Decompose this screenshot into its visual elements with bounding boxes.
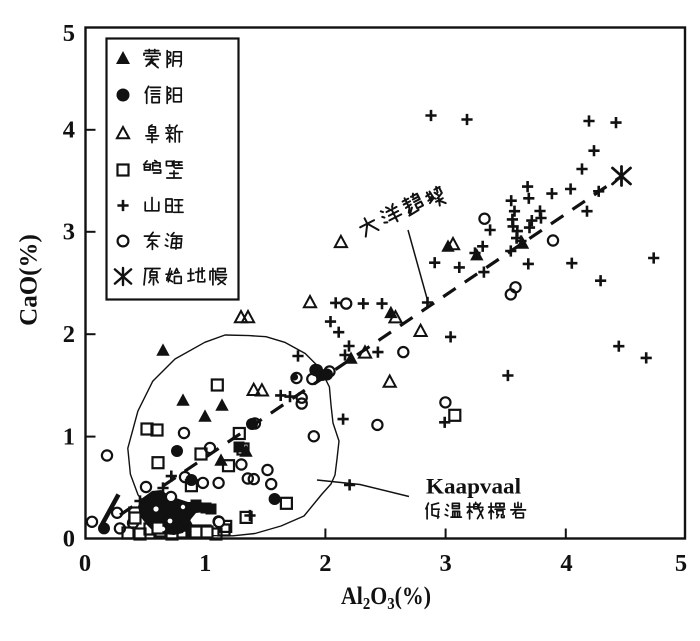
svg-text:3: 3 — [439, 550, 451, 577]
svg-text:5: 5 — [675, 550, 687, 577]
svg-text:0: 0 — [79, 550, 91, 577]
svg-text:Kaapvaal: Kaapvaal — [426, 474, 521, 499]
svg-text:3: 3 — [63, 219, 75, 246]
svg-text:4: 4 — [560, 550, 572, 577]
svg-text:1: 1 — [199, 550, 211, 577]
svg-text:0: 0 — [63, 526, 75, 553]
svg-text:4: 4 — [63, 117, 75, 144]
svg-text:5: 5 — [63, 20, 75, 47]
svg-text:Al2O3(%): Al2O3(%) — [341, 583, 431, 613]
svg-text:CaO(%): CaO(%) — [16, 234, 43, 326]
svg-text:2: 2 — [63, 321, 75, 348]
svg-text:2: 2 — [319, 550, 331, 577]
svg-text:1: 1 — [63, 424, 75, 451]
